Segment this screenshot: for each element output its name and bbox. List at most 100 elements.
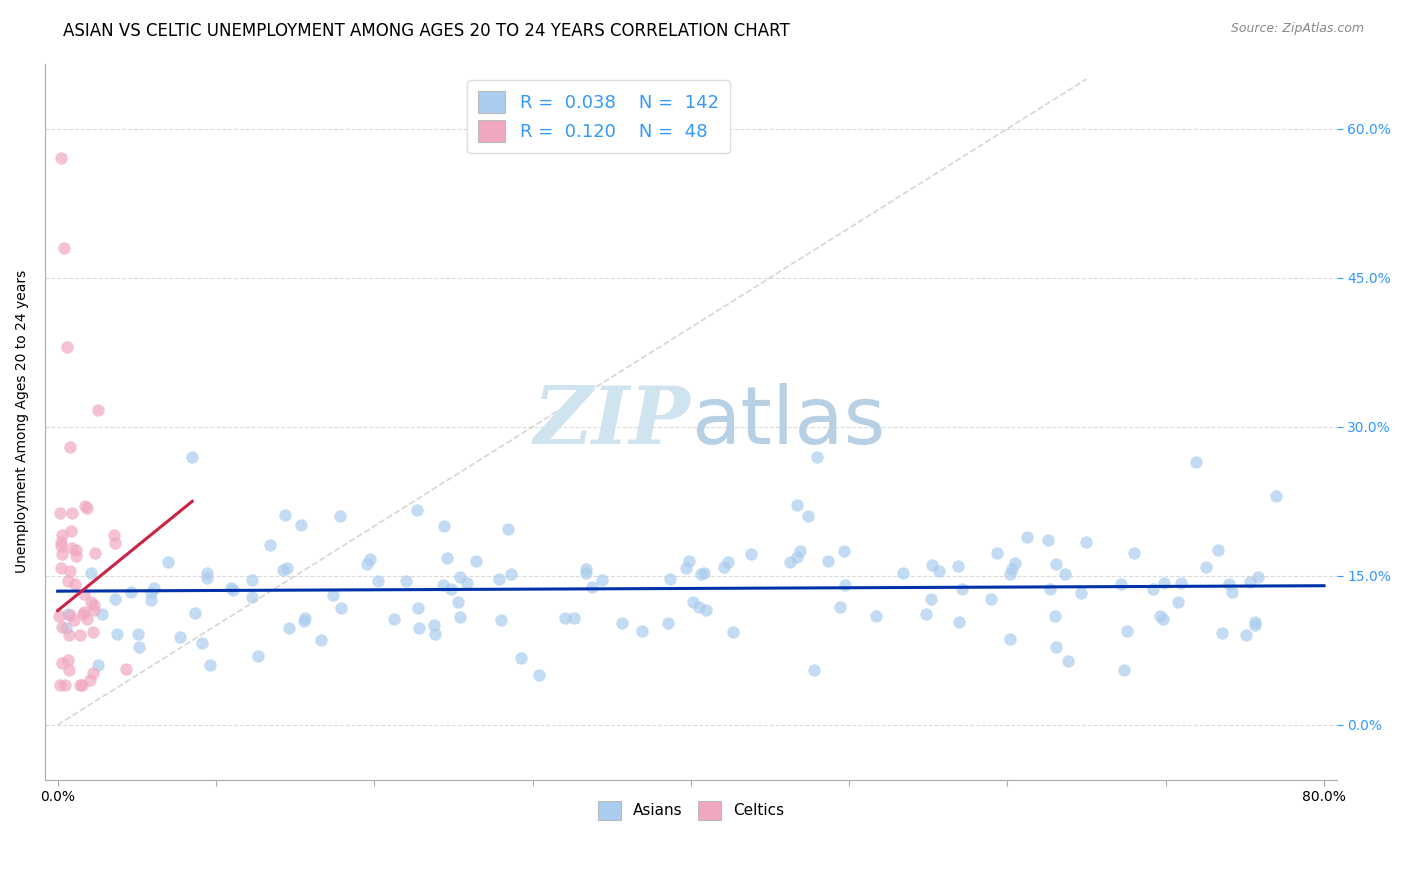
Text: ZIP: ZIP: [534, 383, 690, 460]
Point: [141, 593, 163, 607]
Point: [408, 621, 430, 635]
Point: [79, 673, 101, 688]
Point: [55, 621, 77, 635]
Point: [948, 615, 970, 629]
Point: [581, 580, 603, 594]
Point: [58, 574, 80, 588]
Point: [610, 615, 633, 630]
Point: [789, 544, 811, 558]
Point: [83, 603, 105, 617]
Point: [90, 607, 112, 622]
Point: [330, 600, 353, 615]
Point: [53, 678, 76, 692]
Point: [891, 566, 914, 580]
Point: [69, 628, 91, 642]
Point: [219, 582, 242, 596]
Point: [510, 650, 533, 665]
Point: [440, 582, 463, 597]
Point: [222, 583, 245, 598]
Point: [49, 152, 72, 166]
Point: [329, 509, 352, 524]
Point: [527, 668, 550, 682]
Point: [273, 563, 295, 577]
Point: [1149, 608, 1171, 623]
Point: [49, 534, 72, 549]
Point: [84, 546, 107, 560]
Point: [309, 632, 332, 647]
Point: [73, 499, 96, 513]
Point: [51, 656, 73, 670]
Point: [72, 607, 94, 621]
Point: [1244, 615, 1267, 630]
Point: [554, 610, 576, 624]
Point: [274, 508, 297, 522]
Point: [367, 574, 389, 588]
Point: [73, 605, 96, 619]
Point: [491, 613, 513, 627]
Point: [948, 558, 970, 573]
Point: [1265, 489, 1288, 503]
Point: [803, 663, 825, 677]
Point: [1170, 575, 1192, 590]
Point: [73, 587, 96, 601]
Point: [184, 607, 207, 621]
Point: [48, 506, 70, 520]
Point: [59, 440, 82, 454]
Point: [157, 555, 180, 569]
Point: [290, 517, 312, 532]
Point: [675, 561, 697, 575]
Point: [52, 241, 75, 255]
Point: [591, 574, 613, 588]
Point: [56, 340, 79, 354]
Point: [806, 450, 828, 464]
Point: [80, 595, 103, 609]
Point: [575, 566, 598, 580]
Point: [832, 544, 855, 558]
Point: [575, 562, 598, 576]
Point: [359, 552, 381, 566]
Point: [278, 621, 301, 635]
Point: [51, 539, 73, 553]
Point: [51, 620, 73, 634]
Text: ASIAN VS CELTIC UNEMPLOYMENT AMONG AGES 20 TO 24 YEARS CORRELATION CHART: ASIAN VS CELTIC UNEMPLOYMENT AMONG AGES …: [63, 22, 790, 40]
Point: [915, 607, 938, 621]
Point: [447, 595, 470, 609]
Point: [240, 591, 263, 605]
Point: [1116, 624, 1139, 639]
Point: [63, 577, 86, 591]
Point: [1017, 530, 1039, 544]
Point: [79, 566, 101, 580]
Point: [82, 625, 104, 640]
Point: [1244, 617, 1267, 632]
Point: [436, 550, 458, 565]
Point: [65, 549, 87, 563]
Point: [1000, 567, 1022, 582]
Point: [1070, 586, 1092, 600]
Point: [1004, 557, 1026, 571]
Point: [1153, 576, 1175, 591]
Point: [103, 528, 125, 542]
Point: [630, 624, 652, 638]
Point: [72, 678, 94, 692]
Point: [865, 608, 887, 623]
Point: [115, 662, 138, 676]
Point: [191, 636, 214, 650]
Point: [695, 603, 717, 617]
Point: [1109, 577, 1132, 591]
Point: [1053, 566, 1076, 581]
Point: [181, 450, 204, 464]
Point: [1045, 640, 1067, 654]
Point: [688, 600, 710, 615]
Point: [488, 572, 510, 586]
Point: [63, 613, 86, 627]
Point: [169, 630, 191, 644]
Point: [139, 586, 162, 600]
Point: [1239, 574, 1261, 589]
Point: [49, 678, 72, 692]
Point: [693, 566, 716, 580]
Point: [1220, 584, 1243, 599]
Point: [1211, 625, 1233, 640]
Point: [1152, 612, 1174, 626]
Point: [723, 625, 745, 640]
Point: [395, 574, 418, 589]
